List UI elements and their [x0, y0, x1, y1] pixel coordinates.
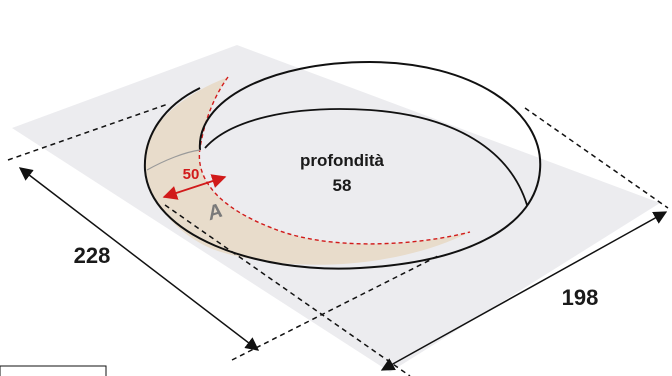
depth-label: profondità	[300, 151, 385, 170]
frame-fragment	[0, 365, 107, 376]
area-label: A	[204, 200, 225, 226]
length-dimension-label: 198	[562, 285, 599, 310]
offset-dimension-label: 50	[183, 166, 200, 183]
dimension-line-228	[18, 167, 260, 351]
depth-value: 58	[333, 176, 352, 195]
dimension-line-198	[380, 211, 668, 371]
ext-line-bottom	[231, 254, 441, 361]
width-dimension-label: 228	[74, 243, 111, 268]
dimension-line-50	[162, 174, 227, 200]
ext-line-right	[524, 107, 669, 209]
inner-rim	[204, 108, 528, 206]
ext-line-left-top	[7, 103, 169, 161]
base-plate	[12, 45, 660, 372]
